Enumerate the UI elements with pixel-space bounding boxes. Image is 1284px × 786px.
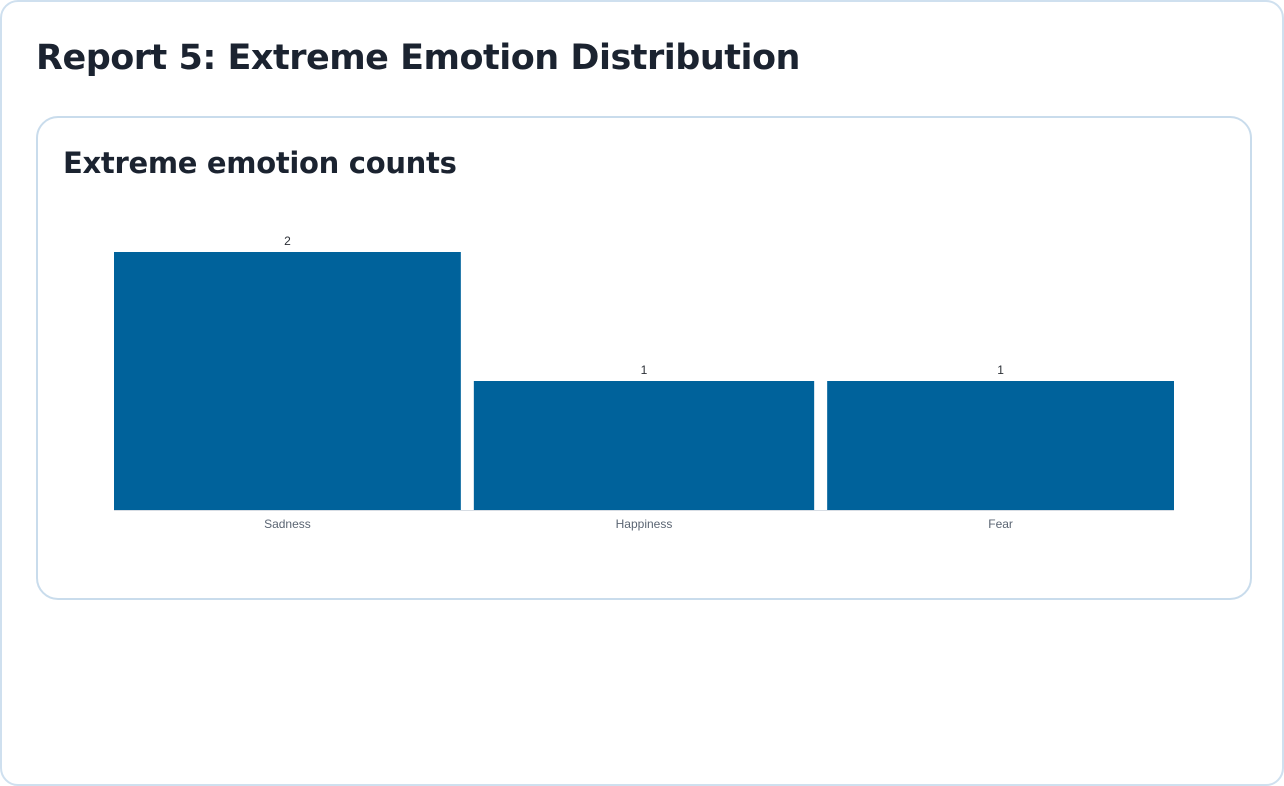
page-title: Report 5: Extreme Emotion Distribution [36,38,800,78]
data-label-happiness: 1 [641,363,648,377]
bar-chart: 2 Sadness 1 Happiness 1 Fear [114,234,1174,531]
bar-happiness[interactable] [473,381,815,510]
bar-fear[interactable] [827,381,1174,510]
chart-card: Extreme emotion counts 2 Sadness 1 Happines… [36,116,1252,600]
data-label-sadness: 2 [284,234,291,248]
bar-sadness[interactable] [114,252,461,510]
category-label-sadness: Sadness [264,517,311,531]
chart-title: Extreme emotion counts [63,146,457,180]
category-label-fear: Fear [988,517,1013,531]
category-label-happiness: Happiness [616,517,673,531]
data-label-fear: 1 [997,363,1004,377]
